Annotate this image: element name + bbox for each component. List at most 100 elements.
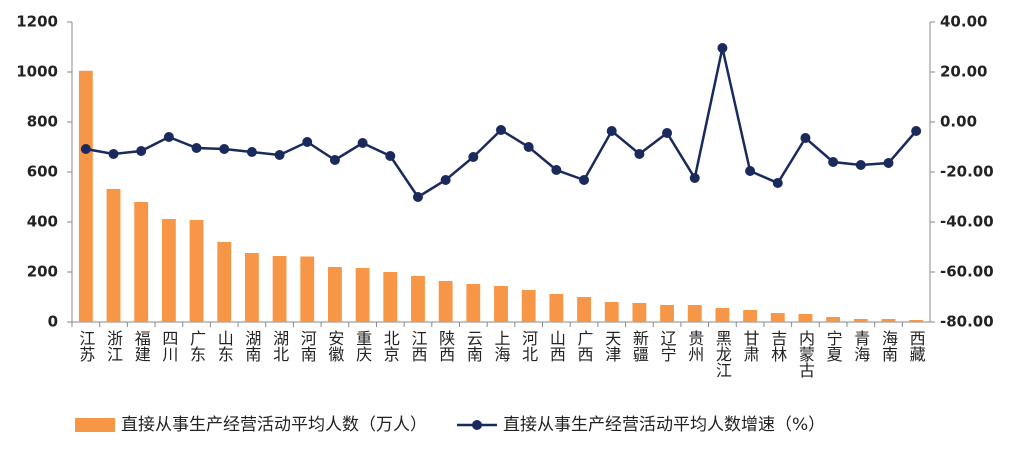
bar (328, 267, 342, 322)
marker (717, 43, 728, 53)
marker (496, 125, 506, 135)
bar (244, 253, 259, 322)
bar (881, 319, 896, 322)
marker (662, 128, 673, 138)
bar (826, 317, 841, 322)
bar (521, 290, 536, 322)
marker (911, 126, 922, 136)
legend-label: 直接从事生产经营活动平均人数（万人） (121, 415, 427, 435)
bar (438, 281, 453, 322)
bar (134, 202, 149, 322)
marker (468, 152, 479, 162)
marker (246, 147, 257, 157)
bar (743, 310, 758, 322)
marker (274, 150, 285, 160)
x-tick-label: 吉林 (768, 330, 787, 362)
y2-tick-label: 40.00 (940, 13, 987, 31)
legend-swatch (75, 418, 115, 432)
x-tick-label: 河南 (298, 330, 317, 362)
x-tick-label: 湖南 (242, 330, 261, 362)
marker (357, 138, 368, 148)
bar (909, 320, 924, 322)
marker (883, 158, 894, 168)
bar (383, 272, 398, 322)
y-tick-label: 1000 (16, 63, 58, 81)
x-tick-label: 重庆 (353, 330, 372, 362)
y2-tick-label: -40.00 (940, 213, 994, 231)
y-tick-label: 800 (27, 113, 58, 131)
x-tick-label: 内蒙古 (796, 330, 815, 378)
marker (634, 149, 645, 159)
marker (551, 165, 562, 175)
marker (108, 149, 119, 159)
bar (687, 305, 702, 322)
x-tick-label: 天津 (602, 330, 621, 362)
marker (828, 157, 839, 167)
x-tick-label: 河北 (519, 330, 538, 362)
y-tick-label: 400 (27, 213, 58, 231)
bar (798, 314, 813, 322)
marker (80, 144, 91, 154)
y2-tick-label: -60.00 (940, 263, 994, 281)
bar (549, 294, 564, 322)
marker (800, 133, 811, 143)
y-tick-label: 600 (27, 163, 58, 181)
y2-tick-label: -20.00 (940, 163, 994, 181)
bar (715, 308, 730, 322)
y-tick-label: 1200 (16, 13, 58, 31)
bar (632, 303, 647, 322)
x-tick-label: 湖北 (270, 330, 289, 362)
x-tick-label: 云南 (464, 330, 483, 362)
bar (853, 319, 868, 322)
bar (494, 286, 508, 322)
bar (106, 189, 121, 322)
x-tick-label: 上海 (492, 330, 511, 362)
x-tick-label: 贵州 (685, 330, 704, 362)
bar (217, 242, 232, 322)
bar (161, 219, 176, 322)
x-tick-label: 浙江 (104, 330, 123, 362)
bar (604, 302, 619, 322)
y2-tick-label: 0.00 (940, 113, 977, 131)
bar (466, 284, 481, 322)
y2-tick-label: 20.00 (940, 63, 987, 81)
marker (772, 178, 783, 188)
bar (660, 305, 674, 322)
x-tick-label: 广西 (575, 330, 594, 362)
x-tick-label: 山西 (547, 330, 566, 362)
x-tick-label: 新疆 (630, 330, 649, 362)
bar (355, 268, 370, 322)
line (85, 47, 918, 199)
marker (163, 132, 174, 142)
y2-tick-label: -80.00 (940, 313, 994, 331)
x-tick-label: 广东 (187, 330, 206, 362)
x-tick-label: 山东 (215, 330, 234, 362)
bar (300, 256, 315, 322)
marker (579, 175, 590, 185)
marker (385, 151, 396, 161)
marker (606, 126, 617, 136)
x-tick-label: 黑龙江 (713, 330, 732, 378)
x-tick-label: 安徽 (325, 330, 344, 362)
x-tick-label: 西藏 (907, 330, 926, 363)
x-tick-label: 陕西 (436, 330, 455, 362)
marker (412, 192, 423, 202)
marker (523, 142, 534, 152)
marker (745, 166, 756, 176)
bar (189, 220, 204, 322)
x-tick-label: 青海 (851, 330, 870, 362)
marker (136, 146, 147, 156)
x-tick-label: 辽宁 (658, 330, 677, 362)
x-tick-label: 江苏 (76, 330, 95, 363)
x-tick-label: 北京 (381, 330, 400, 363)
marker (191, 143, 202, 153)
bar (411, 276, 425, 322)
x-tick-label: 海南 (879, 330, 898, 362)
y-tick-label: 0 (48, 313, 58, 331)
bar (770, 313, 785, 322)
legend-label: 直接从事生产经营活动平均人数增速（%） (503, 415, 825, 435)
bar (272, 256, 287, 322)
x-tick-label: 福建 (132, 330, 151, 362)
marker (440, 175, 451, 185)
